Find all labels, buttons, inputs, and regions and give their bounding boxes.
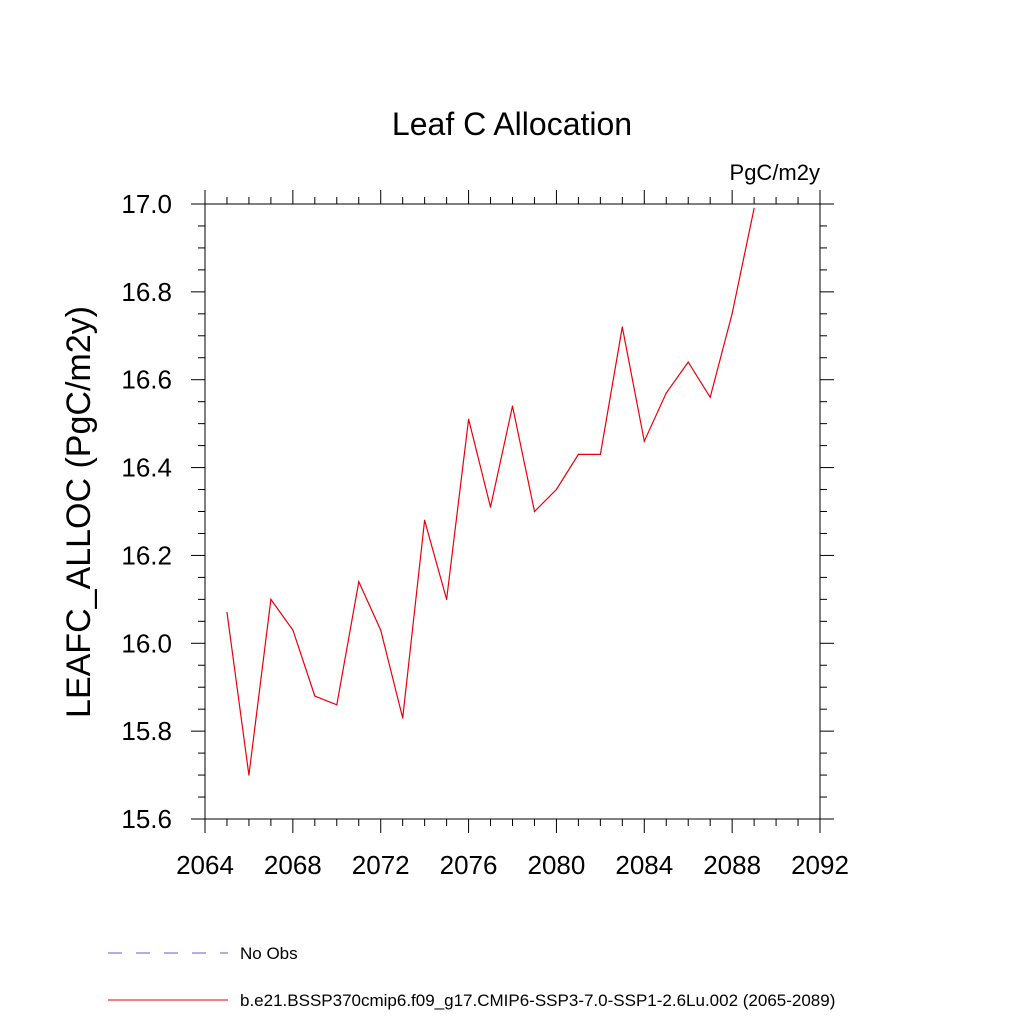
data-point	[380, 629, 382, 631]
data-point	[314, 695, 316, 697]
data-point	[292, 629, 294, 631]
data-point	[467, 418, 470, 420]
data-point	[643, 440, 645, 442]
data-point	[248, 774, 250, 776]
x-tick-label: 2088	[703, 850, 761, 880]
data-point	[577, 453, 579, 455]
data-point	[665, 392, 667, 394]
series-group	[226, 207, 755, 776]
data-point	[446, 598, 448, 600]
data-point	[599, 453, 601, 455]
legend: No Obs b.e21.BSSP370cmip6.f09_g17.CMIP6-S…	[108, 944, 835, 1010]
units-label: PgC/m2y	[730, 160, 820, 185]
data-point	[358, 581, 360, 583]
data-point	[753, 207, 755, 209]
y-tick-label: 16.4	[121, 453, 172, 483]
y-axis-label: LEAFC_ALLOC (PgC/m2y)	[60, 306, 98, 718]
data-point	[489, 506, 492, 508]
y-tick-label: 16.6	[121, 365, 172, 395]
data-point	[731, 313, 733, 315]
x-tick-label: 2076	[440, 850, 498, 880]
y-tick-label: 16.8	[121, 277, 172, 307]
data-point	[555, 488, 558, 491]
data-point	[533, 510, 536, 513]
x-tick-label: 2092	[791, 850, 849, 880]
data-point	[511, 405, 514, 407]
y-tick-label: 15.6	[121, 804, 172, 834]
y-tick-label: 15.8	[121, 716, 172, 746]
legend-label: b.e21.BSSP370cmip6.f09_g17.CMIP6-SSP3-7.…	[240, 991, 835, 1010]
y-tick-label: 16.2	[121, 540, 172, 570]
x-tick-label: 2080	[528, 850, 586, 880]
plot-frame	[204, 203, 821, 820]
y-tick-label: 17.0	[121, 189, 172, 219]
x-tick-label: 2072	[352, 850, 410, 880]
data-point	[402, 717, 404, 719]
data-point	[687, 361, 689, 363]
x-tick-label: 2068	[264, 850, 322, 880]
axis-ticks: 2064 2068 2072 2076 2080 2084 2088 2092 15.6 15.8…	[121, 189, 849, 880]
x-tick-label: 2084	[615, 850, 673, 880]
data-point	[226, 611, 228, 614]
chart-title: Leaf C Allocation	[392, 106, 632, 142]
series-line	[226, 208, 755, 776]
data-point	[424, 519, 426, 521]
x-tick-label: 2064	[176, 850, 234, 880]
data-point	[336, 704, 338, 706]
data-point	[709, 396, 711, 398]
data-point	[270, 598, 272, 600]
y-tick-label: 16.0	[121, 628, 172, 658]
legend-label: No Obs	[240, 944, 298, 963]
data-point	[621, 326, 623, 328]
